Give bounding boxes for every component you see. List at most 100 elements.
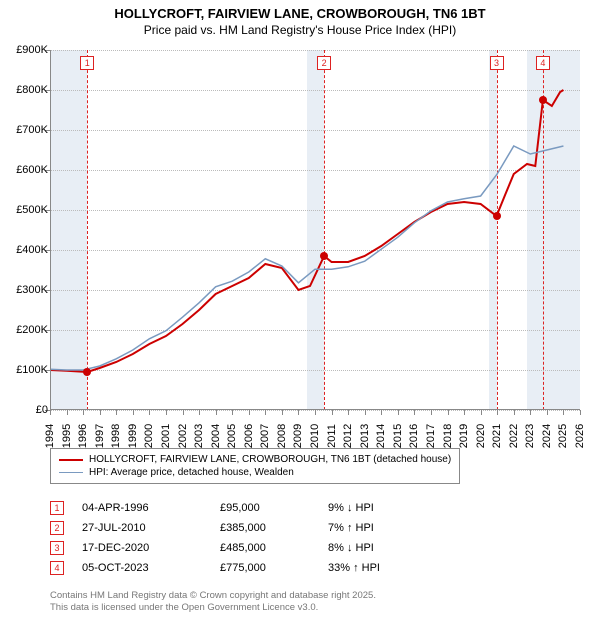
y-axis-label: £200K xyxy=(0,324,48,336)
legend-swatch xyxy=(59,459,83,461)
footer-line1: Contains HM Land Registry data © Crown c… xyxy=(50,590,560,602)
x-tick xyxy=(332,410,333,415)
x-axis-label: 2026 xyxy=(574,424,586,448)
event-marker-box: 2 xyxy=(317,56,331,70)
title-block: HOLLYCROFT, FAIRVIEW LANE, CROWBOROUGH, … xyxy=(0,0,600,41)
x-axis-label: 2007 xyxy=(259,424,271,448)
x-axis-label: 2013 xyxy=(359,424,371,448)
x-tick xyxy=(431,410,432,415)
event-marker-box: 1 xyxy=(80,56,94,70)
x-tick xyxy=(398,410,399,415)
legend-row: HPI: Average price, detached house, Weal… xyxy=(59,466,451,479)
x-tick xyxy=(67,410,68,415)
x-axis-label: 2011 xyxy=(326,424,338,448)
x-axis-label: 2009 xyxy=(292,424,304,448)
x-tick xyxy=(580,410,581,415)
title-line2: Price paid vs. HM Land Registry's House … xyxy=(0,23,600,37)
x-tick xyxy=(249,410,250,415)
event-number-box: 2 xyxy=(50,521,64,535)
x-axis-label: 2002 xyxy=(177,424,189,448)
x-axis-label: 2017 xyxy=(425,424,437,448)
price-marker-dot xyxy=(539,96,547,104)
footer-attribution: Contains HM Land Registry data © Crown c… xyxy=(50,590,560,614)
x-axis-label: 2025 xyxy=(557,424,569,448)
x-axis-label: 2004 xyxy=(210,424,222,448)
x-axis-label: 2014 xyxy=(375,424,387,448)
title-line1: HOLLYCROFT, FAIRVIEW LANE, CROWBOROUGH, … xyxy=(0,6,600,21)
x-axis-label: 2021 xyxy=(491,424,503,448)
y-axis-label: £100K xyxy=(0,364,48,376)
events-table: 104-APR-1996£95,0009% ↓ HPI227-JUL-2010£… xyxy=(50,498,560,578)
x-tick xyxy=(50,410,51,415)
event-price: £485,000 xyxy=(220,542,310,554)
y-axis-label: £800K xyxy=(0,84,48,96)
price-marker-dot xyxy=(83,368,91,376)
x-axis-label: 1999 xyxy=(127,424,139,448)
x-axis-label: 2018 xyxy=(442,424,454,448)
x-axis-label: 2005 xyxy=(226,424,238,448)
y-axis-label: £400K xyxy=(0,244,48,256)
event-number-box: 4 xyxy=(50,561,64,575)
x-tick xyxy=(83,410,84,415)
x-tick xyxy=(149,410,150,415)
event-price: £775,000 xyxy=(220,562,310,574)
chart-container: HOLLYCROFT, FAIRVIEW LANE, CROWBOROUGH, … xyxy=(0,0,600,620)
event-date: 04-APR-1996 xyxy=(82,502,202,514)
x-axis-label: 2020 xyxy=(475,424,487,448)
x-tick xyxy=(563,410,564,415)
x-tick xyxy=(381,410,382,415)
y-axis-label: £0 xyxy=(0,404,48,416)
event-diff-hpi: 33% ↑ HPI xyxy=(328,562,448,574)
x-axis-label: 2001 xyxy=(160,424,172,448)
x-tick xyxy=(183,410,184,415)
event-date: 27-JUL-2010 xyxy=(82,522,202,534)
event-table-row: 2 27-JUL-2010 £385,000 7% ↑ HPI xyxy=(50,518,560,538)
series-hpi xyxy=(50,146,563,370)
y-axis-label: £300K xyxy=(0,284,48,296)
x-axis-label: 2006 xyxy=(243,424,255,448)
x-axis-label: 2012 xyxy=(342,424,354,448)
x-tick xyxy=(216,410,217,415)
x-axis-label: 1996 xyxy=(77,424,89,448)
x-tick xyxy=(315,410,316,415)
price-marker-dot xyxy=(493,212,501,220)
legend-label: HOLLYCROFT, FAIRVIEW LANE, CROWBOROUGH, … xyxy=(89,454,451,465)
x-tick xyxy=(481,410,482,415)
x-tick xyxy=(448,410,449,415)
x-tick xyxy=(414,410,415,415)
x-tick xyxy=(282,410,283,415)
x-tick xyxy=(116,410,117,415)
event-number-box: 1 xyxy=(50,501,64,515)
y-axis-label: £600K xyxy=(0,164,48,176)
y-axis-label: £700K xyxy=(0,124,48,136)
legend-swatch xyxy=(59,472,83,473)
event-diff-hpi: 8% ↓ HPI xyxy=(328,542,448,554)
x-axis-label: 1997 xyxy=(94,424,106,448)
x-tick xyxy=(232,410,233,415)
event-diff-hpi: 9% ↓ HPI xyxy=(328,502,448,514)
x-tick xyxy=(166,410,167,415)
x-tick xyxy=(265,410,266,415)
event-marker-box: 3 xyxy=(490,56,504,70)
x-tick xyxy=(348,410,349,415)
event-diff-hpi: 7% ↑ HPI xyxy=(328,522,448,534)
series-price_paid xyxy=(50,90,563,372)
x-axis-label: 2019 xyxy=(458,424,470,448)
x-axis-label: 2022 xyxy=(508,424,520,448)
event-date: 17-DEC-2020 xyxy=(82,542,202,554)
event-table-row: 3 17-DEC-2020 £485,000 8% ↓ HPI xyxy=(50,538,560,558)
y-axis-label: £500K xyxy=(0,204,48,216)
x-tick xyxy=(514,410,515,415)
event-price: £385,000 xyxy=(220,522,310,534)
footer-line2: This data is licensed under the Open Gov… xyxy=(50,602,560,614)
x-tick xyxy=(100,410,101,415)
legend: HOLLYCROFT, FAIRVIEW LANE, CROWBOROUGH, … xyxy=(50,448,460,484)
x-tick xyxy=(199,410,200,415)
price-marker-dot xyxy=(320,252,328,260)
event-number-box: 3 xyxy=(50,541,64,555)
event-date: 05-OCT-2023 xyxy=(82,562,202,574)
event-marker-box: 4 xyxy=(536,56,550,70)
x-tick xyxy=(530,410,531,415)
x-axis-label: 2010 xyxy=(309,424,321,448)
event-table-row: 104-APR-1996£95,0009% ↓ HPI xyxy=(50,498,560,518)
